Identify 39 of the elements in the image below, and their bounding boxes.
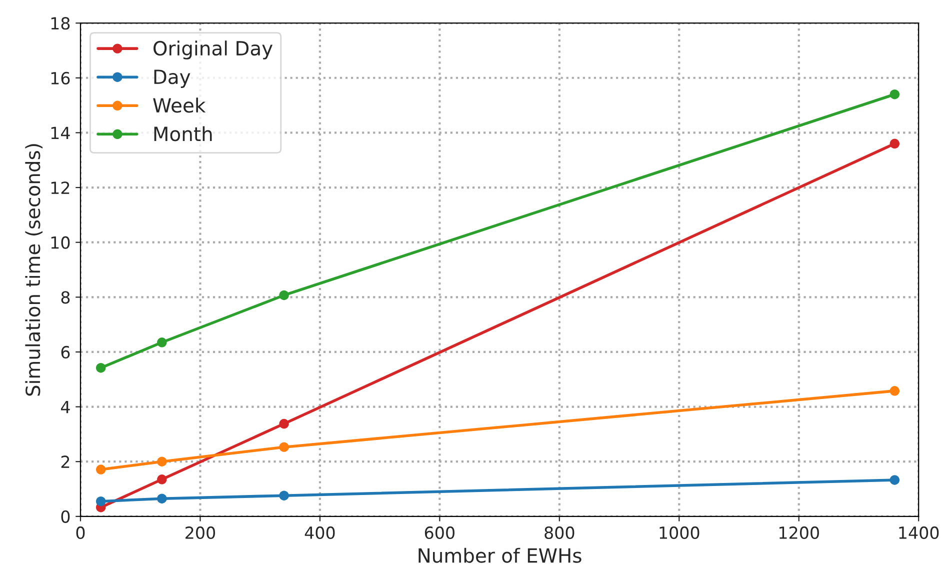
legend-label: Day <box>154 70 190 88</box>
x-tick-label: 800 <box>544 526 574 540</box>
point <box>279 418 289 429</box>
point <box>890 386 900 396</box>
x-axis-title: Number of EWHs <box>418 548 582 563</box>
y-tick-label: 0 <box>61 510 70 523</box>
y-tick-label: 10 <box>51 236 70 249</box>
y-tick-label: 18 <box>51 17 70 30</box>
legend-label: Week <box>153 98 206 113</box>
legend-label: Original Day <box>154 40 273 60</box>
point <box>96 464 106 474</box>
y-tick-label: 4 <box>60 400 70 414</box>
point <box>279 490 289 500</box>
y-tick-label: 12 <box>51 181 70 194</box>
x-tick-label: 1400 <box>899 526 939 540</box>
x-tick-label: 400 <box>304 526 335 540</box>
y-tick-label: 14 <box>51 126 70 140</box>
y-axis-title: Simulation time (seconds) <box>25 144 43 396</box>
y-tick-label: 16 <box>51 72 70 84</box>
x-tick-label: 1200 <box>779 526 819 540</box>
point <box>96 496 106 506</box>
point <box>890 475 900 485</box>
x-tick-label: 1000 <box>660 526 700 540</box>
point <box>157 494 167 504</box>
x-tick-label: 200 <box>186 526 216 540</box>
point <box>279 290 289 300</box>
point <box>157 338 167 348</box>
point <box>279 442 289 452</box>
point <box>890 138 900 149</box>
y-tick-label: 8 <box>61 291 70 304</box>
y-tick-label: 6 <box>61 346 70 359</box>
y-tick-label: 2 <box>61 456 70 468</box>
point <box>157 474 167 484</box>
legend-label: Month <box>154 126 212 142</box>
x-tick-label: 0 <box>76 526 85 540</box>
point <box>96 363 106 373</box>
x-tick-label: 600 <box>424 526 454 540</box>
point <box>157 456 167 466</box>
point <box>890 89 900 100</box>
